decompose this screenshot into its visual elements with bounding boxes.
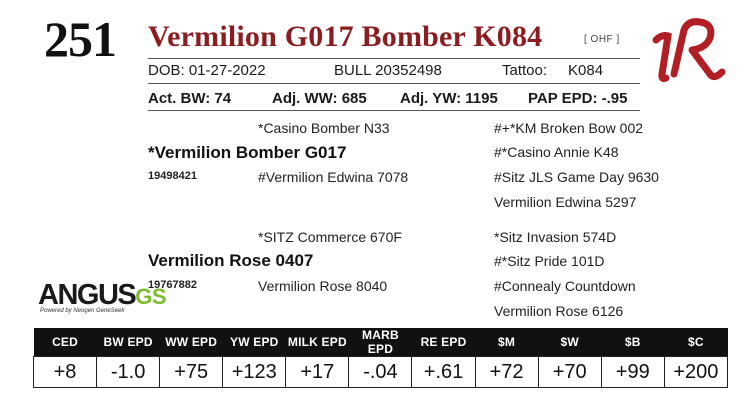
powered-by-text: Powered by Neogen GeneSeek: [40, 308, 125, 314]
dam-dam: Vermilion Rose 8040: [258, 278, 388, 294]
tag-label: [ OHF ]: [584, 34, 620, 45]
epd-value-milk: +17: [285, 356, 350, 388]
epd-value-yw: +123: [222, 356, 287, 388]
epd-value-marb: -.04: [348, 356, 413, 388]
angus-wordmark: ANGUS: [38, 279, 137, 311]
epd-header-w: $W: [538, 328, 602, 357]
divider-bottom: [148, 110, 640, 111]
epd-value-b: +99: [600, 356, 665, 388]
lot-number: 251: [44, 11, 117, 67]
adjusted-yearling-weight: Adj. YW: 1195: [400, 90, 498, 107]
gs-wordmark: GS: [135, 284, 167, 309]
epd-header-b: $B: [601, 328, 665, 357]
epd-header-row: CED BW EPD WW EPD YW EPD MILK EPD MARB E…: [33, 328, 728, 357]
divider-middle: [148, 83, 640, 84]
angus-gs-logo: ANGUSGS: [38, 279, 167, 312]
epd-header-marb: MARB EPD: [348, 328, 412, 357]
epd-header-milk: MILK EPD: [285, 328, 349, 357]
epd-header-m: $M: [475, 328, 539, 357]
dam-dam-sire: #Connealy Countdown: [494, 278, 636, 294]
sire-sire-sire: #+*KM Broken Bow 002: [494, 120, 644, 136]
dam-sire-dam: #*Sitz Pride 101D: [494, 253, 605, 269]
sire-dam: #Vermilion Edwina 7078: [258, 169, 409, 185]
dam-dam-dam: Vermilion Rose 6126: [494, 303, 624, 319]
pap-epd: PAP EPD: -.95: [528, 90, 628, 107]
sire: *Vermilion Bomber G017: [148, 143, 347, 162]
actual-birth-weight: Act. BW: 74: [148, 90, 232, 107]
dob: DOB: 01-27-2022: [148, 62, 266, 79]
epd-value-c: +200: [663, 356, 729, 388]
epd-header-bw: BW EPD: [96, 328, 160, 357]
dam-sire: *SITZ Commerce 670F: [258, 229, 402, 245]
tattoo-label: Tattoo:: [502, 62, 548, 79]
epd-value-m: +72: [474, 356, 539, 388]
epd-value-ced: +8: [32, 356, 98, 388]
sire-registration: 19498421: [148, 170, 197, 182]
epd-value-bw: -1.0: [96, 356, 161, 388]
sire-dam-dam: Vermilion Edwina 5297: [494, 194, 637, 210]
dam: Vermilion Rose 0407: [148, 251, 314, 270]
tattoo-value: K084: [568, 62, 604, 79]
epd-table: CED BW EPD WW EPD YW EPD MILK EPD MARB E…: [32, 328, 729, 388]
epd-header-yw: YW EPD: [222, 328, 286, 357]
epd-header-ww: WW EPD: [159, 328, 223, 357]
epd-header-re: RE EPD: [411, 328, 476, 357]
epd-header-ced: CED: [33, 328, 97, 357]
bull-registration: BULL 20352498: [334, 62, 442, 79]
epd-value-row: +8 -1.0 +75 +123 +17 -.04 +.61 +72 +70 +…: [32, 356, 729, 388]
dam-sire-sire: *Sitz Invasion 574D: [494, 229, 617, 245]
animal-name: Vermilion G017 Bomber K084: [148, 20, 543, 53]
sire-sire-dam: #*Casino Annie K48: [494, 144, 619, 160]
dam-registration: 19767882: [148, 279, 197, 291]
epd-value-w: +70: [537, 356, 602, 388]
sire-sire: *Casino Bomber N33: [258, 120, 390, 136]
divider-top: [148, 58, 640, 59]
epd-value-re: +.61: [411, 356, 476, 388]
epd-value-ww: +75: [159, 356, 224, 388]
adjusted-weaning-weight: Adj. WW: 685: [272, 90, 367, 107]
epd-header-c: $C: [664, 328, 728, 357]
sire-dam-sire: #Sitz JLS Game Day 9630: [494, 169, 659, 185]
vermilion-ranch-logo: [652, 18, 726, 82]
